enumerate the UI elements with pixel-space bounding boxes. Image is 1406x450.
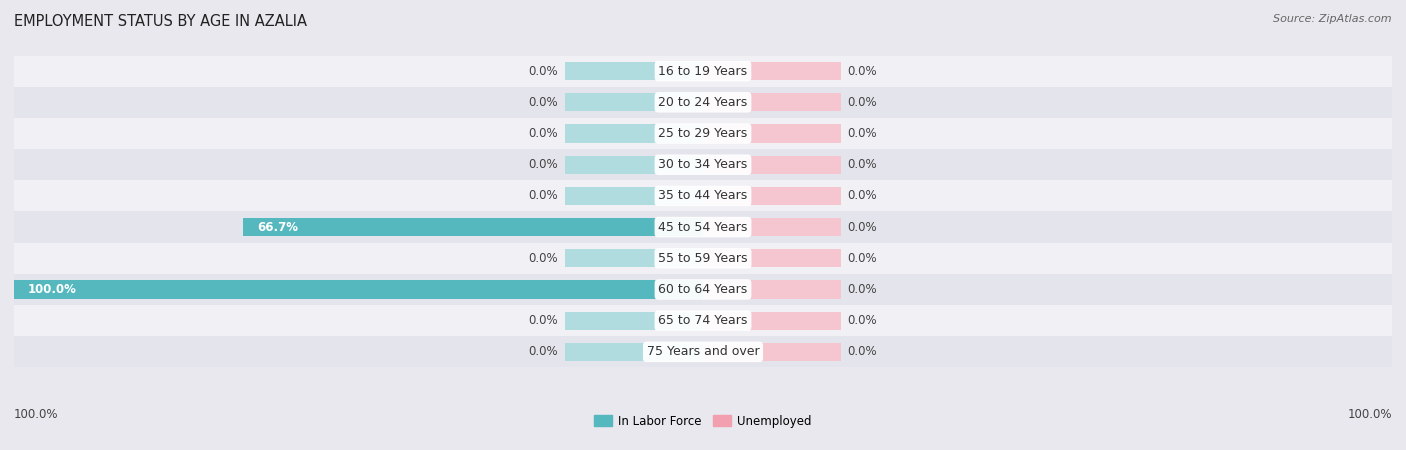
Bar [565, 311, 703, 330]
Bar [703, 156, 841, 174]
Bar [703, 249, 841, 267]
Text: 25 to 29 Years: 25 to 29 Years [658, 127, 748, 140]
Bar [703, 93, 841, 112]
Text: 55 to 59 Years: 55 to 59 Years [658, 252, 748, 265]
Bar [703, 187, 841, 205]
Bar [14, 212, 1392, 243]
Text: 0.0%: 0.0% [529, 189, 558, 202]
Bar [14, 180, 1392, 212]
Text: 65 to 74 Years: 65 to 74 Years [658, 314, 748, 327]
Text: 0.0%: 0.0% [848, 189, 877, 202]
Text: 0.0%: 0.0% [848, 283, 877, 296]
Bar [14, 274, 1392, 305]
Text: 0.0%: 0.0% [529, 127, 558, 140]
Text: 0.0%: 0.0% [529, 158, 558, 171]
Text: 60 to 64 Years: 60 to 64 Years [658, 283, 748, 296]
Text: 0.0%: 0.0% [529, 96, 558, 109]
Text: 0.0%: 0.0% [848, 96, 877, 109]
Bar [565, 156, 703, 174]
Text: 66.7%: 66.7% [257, 220, 298, 234]
Bar [565, 125, 703, 143]
Text: 35 to 44 Years: 35 to 44 Years [658, 189, 748, 202]
Bar [565, 343, 703, 361]
Bar [14, 149, 1392, 180]
Bar [703, 280, 841, 298]
Text: 0.0%: 0.0% [848, 252, 877, 265]
Bar [703, 311, 841, 330]
Text: 20 to 24 Years: 20 to 24 Years [658, 96, 748, 109]
Text: 100.0%: 100.0% [1347, 408, 1392, 420]
Bar [14, 336, 1392, 368]
Text: 0.0%: 0.0% [848, 314, 877, 327]
Bar [565, 93, 703, 112]
Text: 0.0%: 0.0% [529, 314, 558, 327]
Text: 30 to 34 Years: 30 to 34 Years [658, 158, 748, 171]
Text: 0.0%: 0.0% [529, 345, 558, 358]
Bar [14, 243, 1392, 274]
Text: Source: ZipAtlas.com: Source: ZipAtlas.com [1274, 14, 1392, 23]
Bar [565, 187, 703, 205]
Bar [14, 55, 1392, 87]
Legend: In Labor Force, Unemployed: In Labor Force, Unemployed [589, 410, 817, 432]
Bar [703, 343, 841, 361]
Bar [703, 62, 841, 80]
Bar [14, 305, 1392, 336]
Text: 0.0%: 0.0% [529, 65, 558, 78]
Bar [565, 249, 703, 267]
Text: 0.0%: 0.0% [848, 127, 877, 140]
Bar [703, 125, 841, 143]
Bar [14, 87, 1392, 118]
Bar [243, 218, 703, 236]
Bar [14, 280, 703, 298]
Text: 0.0%: 0.0% [848, 220, 877, 234]
Text: 100.0%: 100.0% [14, 408, 59, 420]
Bar [703, 218, 841, 236]
Bar [14, 118, 1392, 149]
Bar [565, 62, 703, 80]
Text: 100.0%: 100.0% [28, 283, 77, 296]
Text: 16 to 19 Years: 16 to 19 Years [658, 65, 748, 78]
Text: EMPLOYMENT STATUS BY AGE IN AZALIA: EMPLOYMENT STATUS BY AGE IN AZALIA [14, 14, 307, 28]
Text: 0.0%: 0.0% [848, 345, 877, 358]
Text: 0.0%: 0.0% [529, 252, 558, 265]
Text: 0.0%: 0.0% [848, 158, 877, 171]
Text: 0.0%: 0.0% [848, 65, 877, 78]
Text: 45 to 54 Years: 45 to 54 Years [658, 220, 748, 234]
Text: 75 Years and over: 75 Years and over [647, 345, 759, 358]
